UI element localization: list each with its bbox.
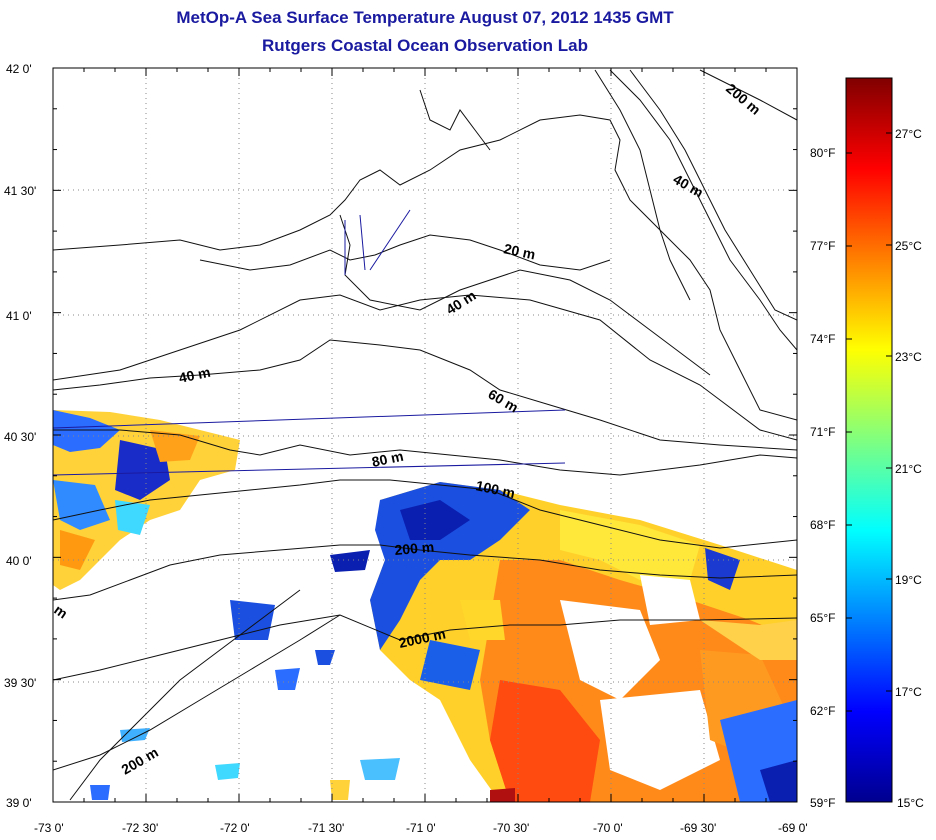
lat-label: 41 30' (4, 184, 36, 198)
latitude-labels: 42 0' 41 30' 41 0' 40 30' 40 0' 39 30' 3… (4, 62, 36, 810)
depth-label-80m: 80 m (370, 448, 405, 470)
border-ticks (52, 67, 798, 803)
depth-label-200m-center: 200 m (394, 539, 435, 558)
lon-label: -69 30' (680, 821, 716, 835)
lat-label: 39 0' (6, 796, 32, 810)
f-label: 77°F (810, 239, 835, 253)
lat-label: 41 0' (6, 309, 32, 323)
c-label: 21°C (895, 462, 922, 476)
colorbar-celsius-labels: 27°C 25°C 23°C 21°C 19°C 17°C 15°C (895, 127, 924, 810)
depth-label-40m-west: 40 m (177, 364, 212, 386)
lon-label: -69 0' (778, 821, 808, 835)
f-label: 80°F (810, 146, 835, 160)
map-subtitle: Rutgers Coastal Ocean Observation Lab (262, 36, 588, 55)
lon-label: -71 30' (308, 821, 344, 835)
lon-label: -71 0' (406, 821, 436, 835)
lon-label: -72 0' (220, 821, 250, 835)
c-label: 23°C (895, 350, 922, 364)
f-label: 62°F (810, 704, 835, 718)
f-label: 68°F (810, 518, 835, 532)
c-label: 19°C (895, 573, 922, 587)
c-label: 17°C (895, 685, 922, 699)
lat-label: 42 0' (6, 62, 32, 76)
graticule (53, 68, 797, 802)
f-label: 59°F (810, 796, 835, 810)
lon-label: -70 30' (493, 821, 529, 835)
map-title: MetOp-A Sea Surface Temperature August 0… (176, 8, 674, 27)
sst-data-layer (53, 410, 797, 802)
c-label: 25°C (895, 239, 922, 253)
lat-label: 40 30' (4, 430, 36, 444)
c-label: 15°C (897, 796, 924, 810)
lon-label: -70 0' (593, 821, 623, 835)
coastline-and-contours (53, 69, 797, 801)
f-label: 74°F (810, 332, 835, 346)
longitude-labels: -73 0' -72 30' -72 0' -71 30' -71 0' -70… (34, 821, 808, 835)
track-lines (52, 209, 566, 476)
f-label: 71°F (810, 425, 835, 439)
colorbar (845, 77, 893, 803)
lon-label: -73 0' (34, 821, 64, 835)
colorbar-ticks (846, 132, 892, 803)
lat-label: 39 30' (4, 676, 36, 690)
lat-label: 40 0' (6, 554, 32, 568)
c-label: 27°C (895, 127, 922, 141)
f-label: 65°F (810, 611, 835, 625)
lon-label: -72 30' (122, 821, 158, 835)
depth-label-20m: 20 m (502, 240, 537, 262)
colorbar-fahrenheit-labels: 80°F 77°F 74°F 71°F 68°F 65°F 62°F 59°F (810, 146, 835, 810)
